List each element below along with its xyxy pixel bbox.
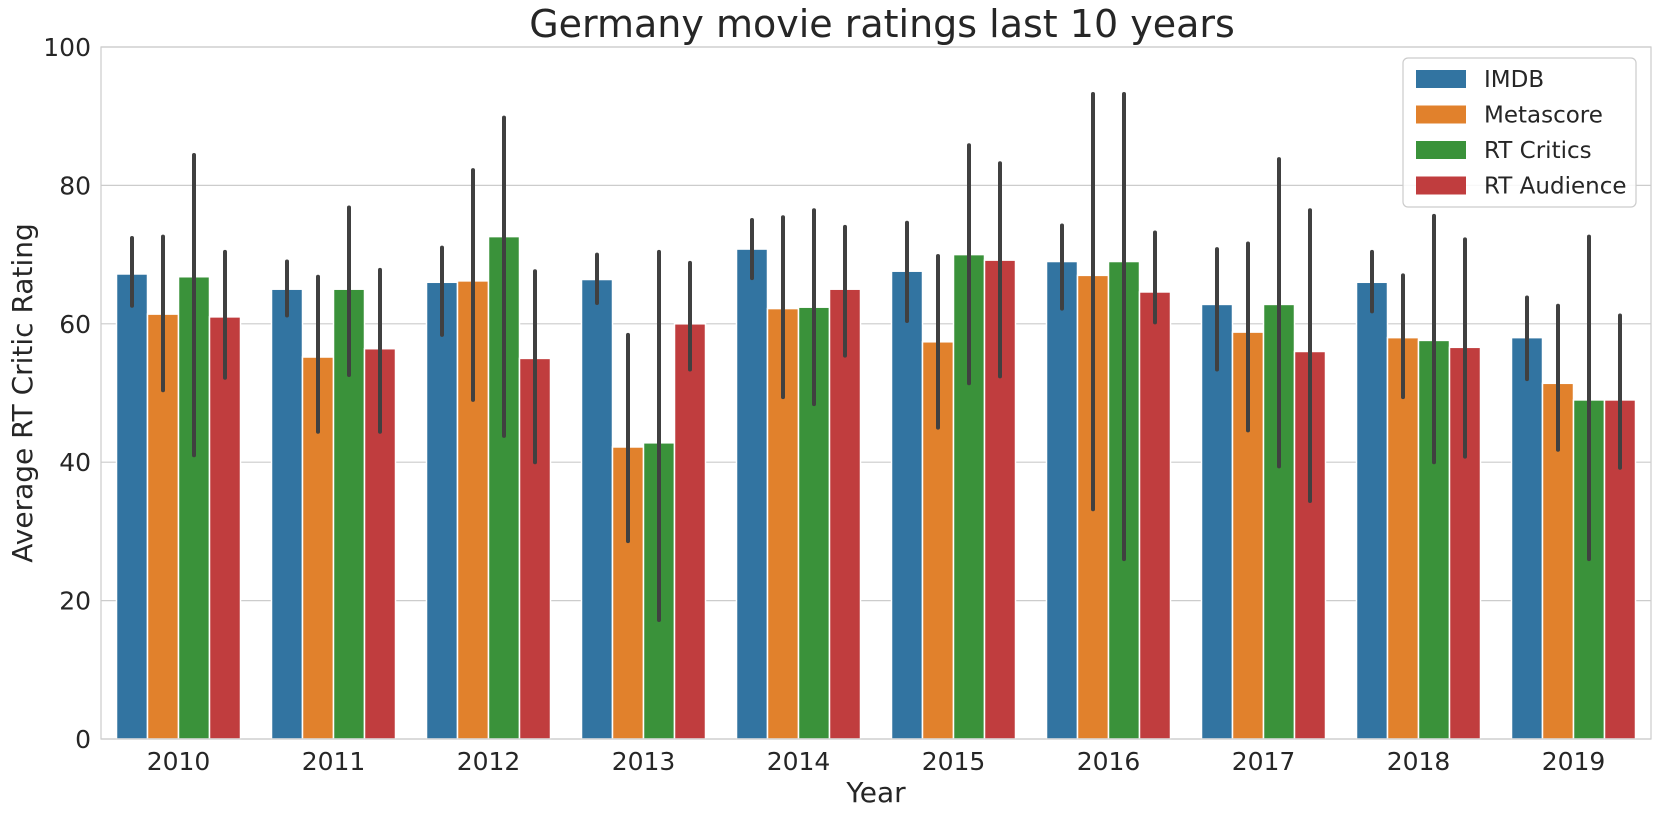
bar: [673, 323, 707, 740]
legend: IMDB Metascore RT Critics RT Audience: [1402, 57, 1637, 208]
x-tick-label: 2017: [1232, 747, 1296, 776]
x-tick-label: 2019: [1542, 747, 1606, 776]
x-tick-label: 2018: [1387, 747, 1451, 776]
legend-box: [1402, 57, 1637, 208]
bar: [208, 316, 242, 740]
legend-swatch: [1416, 176, 1466, 195]
y-tick-label: 40: [59, 448, 91, 477]
bar: [580, 278, 614, 740]
error-bars: [130, 92, 1622, 622]
chart-title: Germany movie ratings last 10 years: [529, 2, 1235, 46]
bar: [425, 281, 459, 740]
y-axis-label: Average RT Critic Rating: [6, 223, 39, 562]
bar: [735, 248, 769, 740]
y-axis-ticks: 0 20 40 60 80 100: [43, 33, 91, 754]
bar: [115, 273, 149, 740]
y-tick-label: 0: [75, 725, 91, 754]
y-tick-label: 60: [59, 310, 91, 339]
y-tick-label: 80: [59, 171, 91, 200]
x-axis-ticks: 2010 2011 2012 2013 2014 2015 2016 2017 2018 2019: [147, 747, 1606, 776]
y-tick-label: 100: [43, 33, 91, 62]
bar: [1355, 281, 1389, 740]
bar: [1386, 336, 1420, 740]
legend-swatch: [1416, 105, 1466, 124]
legend-label: IMDB: [1484, 67, 1544, 93]
legend-swatch: [1416, 141, 1466, 159]
bar: [1448, 346, 1482, 740]
legend-label: RT Audience: [1484, 174, 1627, 200]
bar: [1045, 260, 1079, 740]
x-axis-label: Year: [845, 776, 906, 809]
bar: [270, 288, 304, 740]
bar: [1138, 291, 1172, 740]
y-tick-label: 20: [59, 587, 91, 616]
x-tick-label: 2010: [147, 747, 211, 776]
x-tick-label: 2012: [457, 747, 521, 776]
bar: [828, 288, 862, 740]
legend-label: Metascore: [1484, 103, 1603, 129]
x-tick-label: 2013: [612, 747, 676, 776]
plot-frame: [100, 46, 1652, 740]
x-tick-label: 2011: [302, 747, 366, 776]
x-tick-label: 2015: [922, 747, 986, 776]
x-tick-label: 2016: [1077, 747, 1141, 776]
legend-label: RT Critics: [1484, 138, 1592, 164]
bars: [115, 235, 1637, 740]
bar: [1510, 336, 1544, 740]
bar: [890, 270, 924, 740]
x-tick-label: 2014: [767, 747, 831, 776]
legend-swatch: [1416, 70, 1466, 88]
